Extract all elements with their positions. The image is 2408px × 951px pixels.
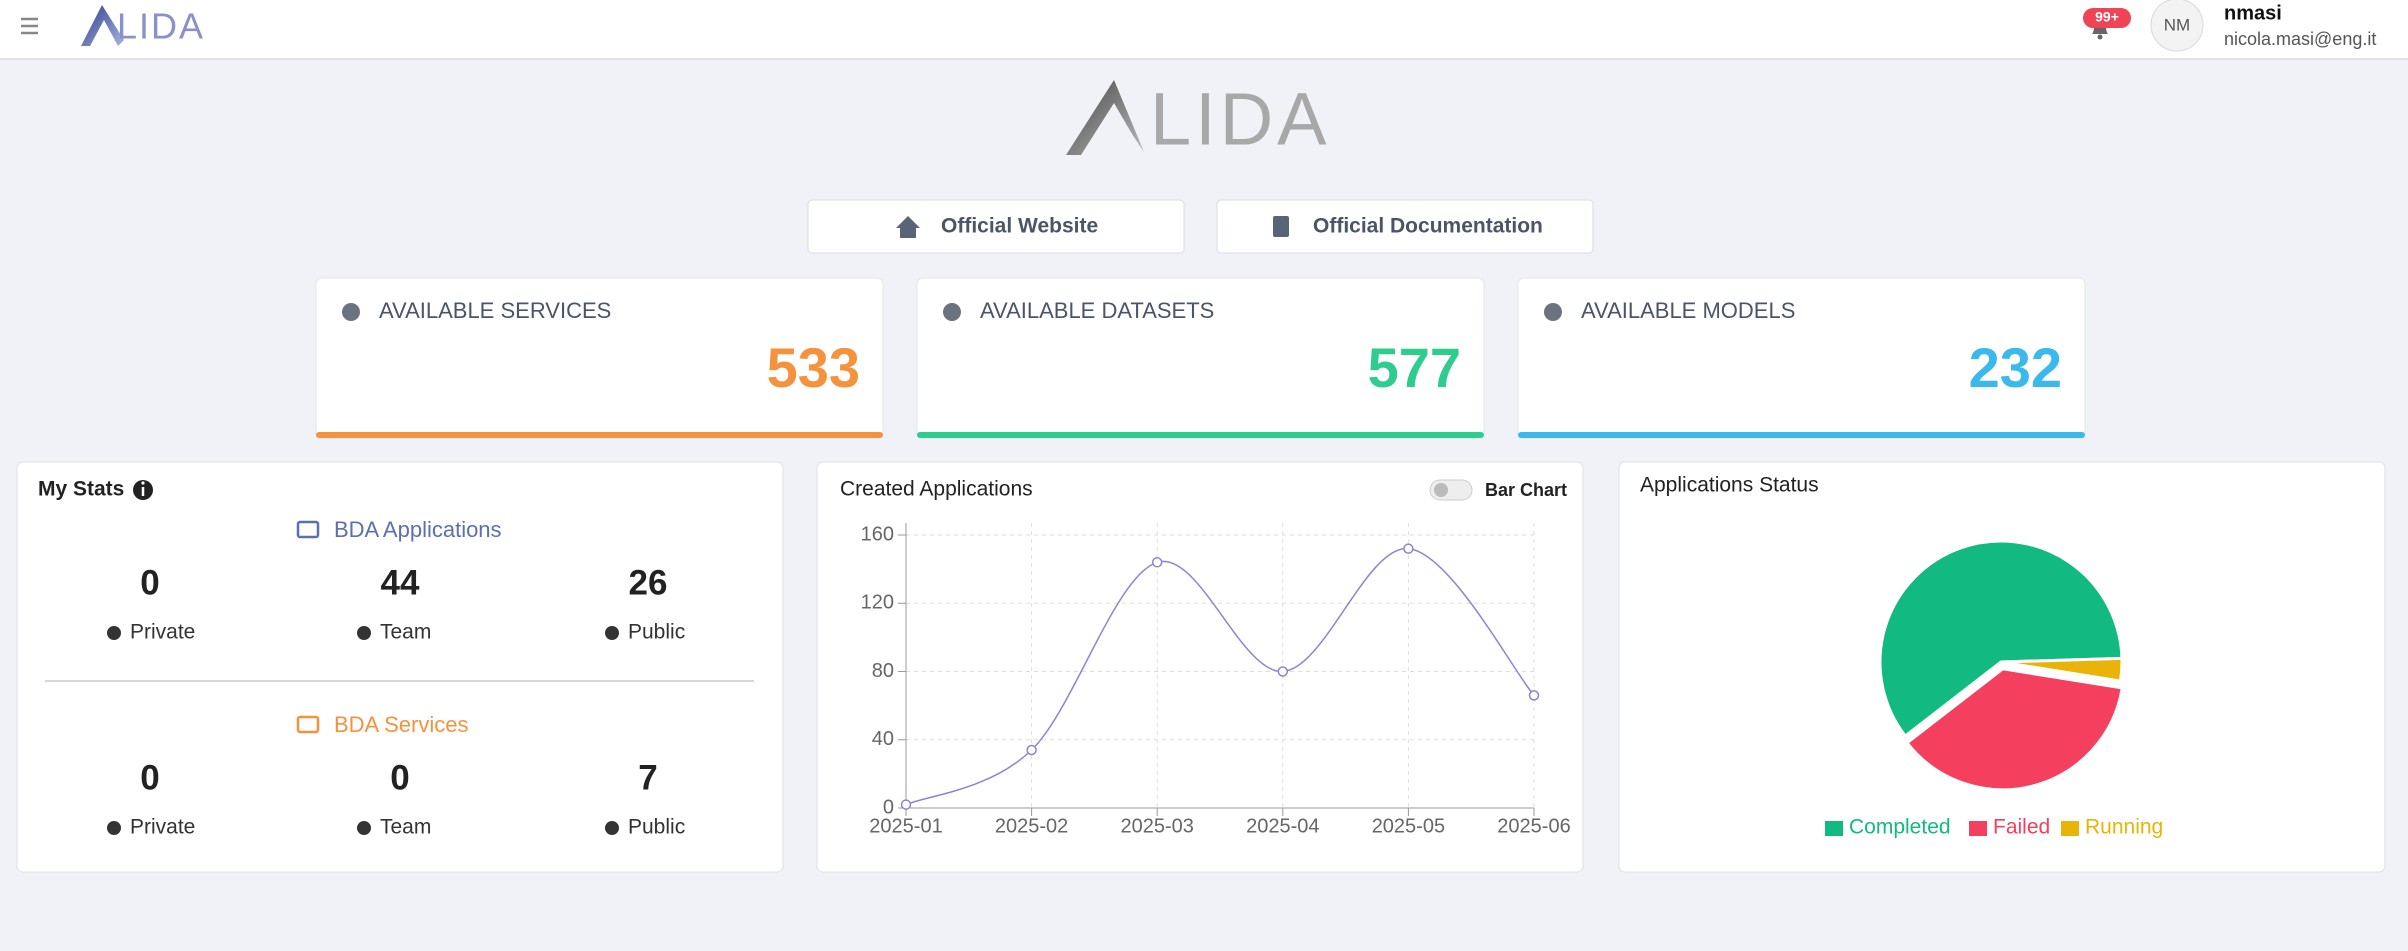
x-tick-label: 2025-04 (1246, 815, 1319, 837)
y-tick-label: 80 (872, 660, 894, 682)
badge (2083, 8, 2131, 28)
x-tick-label: 2025-01 (869, 815, 942, 837)
legend-swatch (1825, 821, 1843, 836)
stat-value: 26 (629, 563, 668, 602)
stat-icon (605, 821, 619, 835)
book-icon (1273, 216, 1289, 237)
stat-icon (107, 821, 121, 835)
line-point (1528, 690, 1540, 701)
x-tick-label: 2025-02 (995, 815, 1068, 837)
legend-label: Completed (1849, 816, 1951, 839)
link-label: Official Documentation (1313, 215, 1543, 238)
chart-title: Created Applications (840, 478, 1033, 501)
group-title: BDA Services (334, 712, 469, 737)
panel (816, 461, 1584, 873)
y-tick-label: 40 (872, 728, 894, 750)
card-value: 232 (1969, 336, 2062, 399)
stat-icon (605, 626, 619, 640)
card-accent (316, 432, 883, 438)
y-tick-label: 0 (883, 796, 894, 818)
link-button[interactable] (807, 199, 1185, 254)
card-title: AVAILABLE SERVICES (379, 298, 611, 323)
avatar[interactable] (2150, 0, 2204, 52)
logo-mark (81, 5, 124, 46)
chart-title: Applications Status (1640, 474, 1819, 497)
link-button[interactable] (1216, 199, 1594, 254)
legend-swatch (2061, 821, 2079, 836)
username: nmasi (2224, 2, 2282, 24)
panel (16, 461, 784, 873)
stat-label: Public (628, 816, 685, 839)
line-point (900, 799, 912, 810)
pie-slice (1904, 667, 2124, 792)
stat-icon (357, 821, 371, 835)
info-icon-dot (141, 481, 145, 485)
stat-label: Team (380, 816, 431, 839)
logo-text: LIDA (117, 6, 205, 47)
stat-label: Team (380, 621, 431, 644)
avatar-initials: NM (2164, 15, 2190, 34)
legend-swatch (1969, 821, 1987, 836)
pie-slice (1878, 539, 2124, 739)
card-icon (342, 303, 360, 321)
menu-button[interactable] (21, 17, 38, 35)
card-icon (1544, 303, 1562, 321)
pie-slice (2000, 656, 2124, 683)
group-icon (296, 520, 320, 539)
legend-label: Failed (1993, 816, 2050, 839)
badge-text: 99+ (2095, 9, 2119, 25)
toggle-label: Bar Chart (1485, 480, 1567, 500)
stat-value: 7 (638, 758, 657, 797)
legend-label: Running (2085, 816, 2163, 839)
email: nicola.masi@eng.it (2224, 29, 2376, 49)
big-logo-text: LIDA (1150, 78, 1331, 161)
card-title: AVAILABLE DATASETS (980, 298, 1214, 323)
card-icon (943, 303, 961, 321)
link-label: Official Website (941, 215, 1098, 238)
line-point (1151, 557, 1163, 568)
big-logo-mark (1066, 80, 1144, 155)
y-tick-label: 160 (861, 523, 894, 545)
stat-value: 0 (390, 758, 409, 797)
home-icon (896, 216, 920, 238)
stat-value: 44 (381, 563, 420, 602)
card-accent (917, 432, 1484, 438)
panel-title: My Stats (38, 478, 124, 501)
card-title: AVAILABLE MODELS (1581, 298, 1795, 323)
card-value: 577 (1368, 336, 1461, 399)
y-tick-label: 120 (861, 592, 894, 614)
line-point (1277, 666, 1289, 677)
top-bar (0, 0, 2408, 58)
group-icon (296, 715, 320, 734)
x-tick-label: 2025-05 (1372, 815, 1445, 837)
toggle-knob (1434, 483, 1448, 497)
stat-icon (107, 626, 121, 640)
stat-label: Public (628, 621, 685, 644)
stat-icon (357, 626, 371, 640)
stat-value: 0 (140, 758, 159, 797)
x-tick-label: 2025-06 (1497, 815, 1570, 837)
stat-value: 0 (140, 563, 159, 602)
card-accent (1518, 432, 2085, 438)
card-value: 533 (767, 336, 860, 399)
line-point (1403, 543, 1414, 554)
panel (1618, 461, 2386, 873)
x-tick-label: 2025-03 (1120, 815, 1193, 837)
line-point (1026, 744, 1037, 756)
stat-label: Private (130, 621, 195, 644)
stat-label: Private (130, 816, 195, 839)
group-title: BDA Applications (334, 517, 502, 542)
